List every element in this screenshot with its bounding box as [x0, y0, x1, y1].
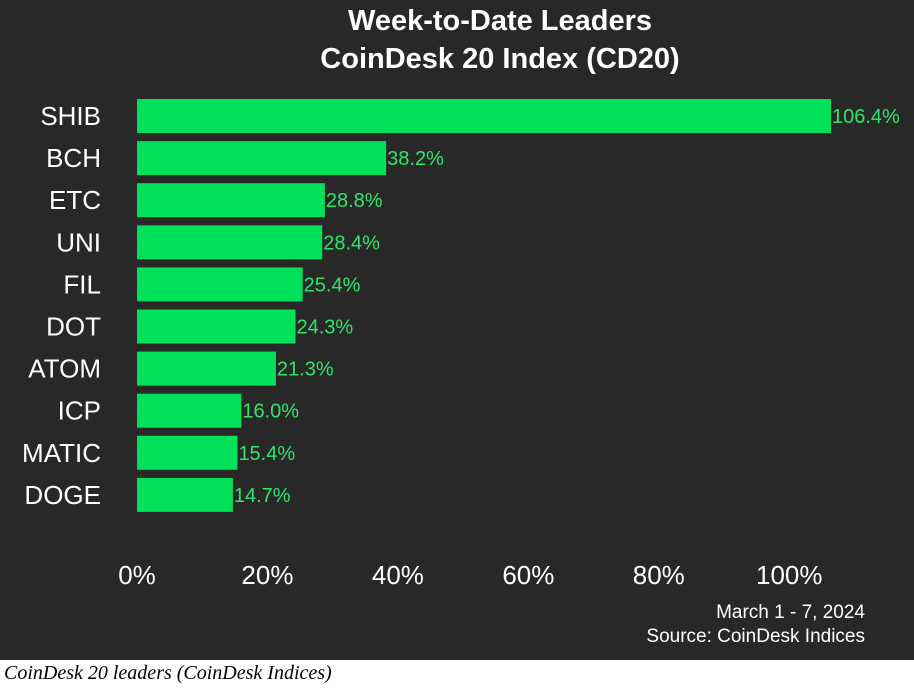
value-label: 28.8%: [326, 190, 383, 212]
bar-dot: [137, 309, 296, 344]
bars-layer: SHIB 106.4% BCH 38.2% ETC 28.8% UNI 28.4% FIL 25.…: [22, 99, 900, 512]
bar-etc: [137, 183, 325, 218]
category-label: ATOM: [28, 354, 101, 384]
category-label: DOT: [46, 312, 101, 342]
bar-shib: [137, 99, 831, 133]
category-label: MATIC: [22, 438, 101, 468]
x-tick-label: 20%: [241, 560, 293, 590]
value-label: 16.0%: [242, 401, 299, 423]
x-tick-label: 0%: [118, 560, 156, 590]
image-caption: CoinDesk 20 leaders (CoinDesk Indices): [4, 662, 332, 684]
bar-atom: [137, 351, 276, 386]
value-label: 38.2%: [387, 148, 444, 170]
value-label: 106.4%: [832, 106, 900, 128]
value-label: 14.7%: [234, 485, 291, 507]
value-label: 28.4%: [323, 232, 380, 254]
category-label: DOGE: [24, 480, 101, 510]
x-tick-label: 80%: [633, 560, 685, 590]
bar-doge: [137, 477, 233, 512]
bar-uni: [137, 225, 323, 260]
chart-subtitle: CoinDesk 20 Index (CD20): [320, 43, 679, 75]
chart-title: Week-to-Date Leaders: [348, 5, 652, 37]
bar-matic: [137, 435, 238, 470]
category-label: FIL: [63, 269, 101, 299]
bar-icp: [137, 393, 242, 428]
value-label: 15.4%: [238, 443, 295, 465]
category-label: ETC: [49, 185, 101, 215]
chart-panel: Week-to-Date Leaders CoinDesk 20 Index (…: [0, 0, 914, 660]
x-tick-label: 100%: [756, 560, 823, 590]
date-range-note: March 1 - 7, 2024: [716, 602, 865, 623]
x-tick-label: 60%: [502, 560, 554, 590]
bar-chart: Week-to-Date Leaders CoinDesk 20 Index (…: [22, 5, 900, 647]
category-label: UNI: [56, 227, 101, 257]
value-label: 24.3%: [296, 317, 353, 339]
category-label: SHIB: [40, 101, 101, 131]
category-label: ICP: [58, 396, 101, 426]
x-tick-label: 40%: [372, 560, 424, 590]
source-note: Source: CoinDesk Indices: [646, 626, 865, 647]
x-axis-ticks: 0% 20% 40% 60% 80% 100%: [118, 560, 822, 590]
bar-fil: [137, 267, 303, 302]
value-label: 21.3%: [277, 359, 334, 381]
category-label: BCH: [46, 143, 101, 173]
value-label: 25.4%: [304, 274, 361, 296]
bar-bch: [137, 141, 387, 176]
